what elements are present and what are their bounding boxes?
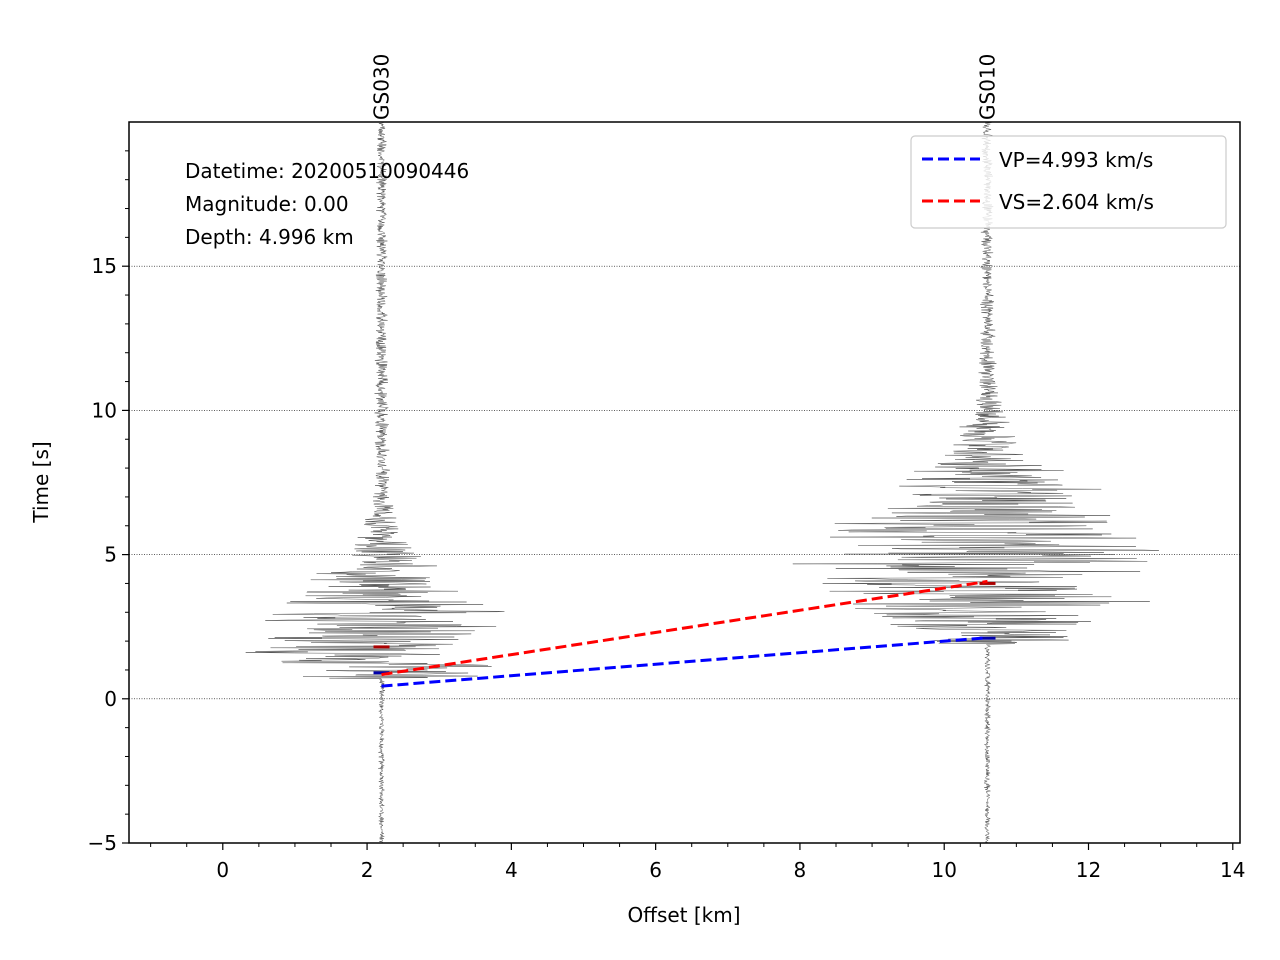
magnitude-label: Magnitude: 0.00	[185, 192, 349, 216]
seismic-trace-gs010	[792, 121, 1159, 844]
x-tick-label: 12	[1076, 858, 1101, 882]
y-tick-label: 0	[104, 687, 117, 711]
x-tick-label: 4	[505, 858, 518, 882]
vs-moveout-line	[381, 579, 988, 677]
grid-lines	[129, 265, 1240, 700]
legend-vp-label: VP=4.993 km/s	[999, 148, 1153, 172]
y-tick-label: 10	[92, 398, 117, 422]
moveout-lines	[381, 579, 988, 688]
x-axis-title: Offset [km]	[627, 903, 740, 927]
legend-box	[910, 135, 1227, 229]
station-label: GS030	[370, 54, 394, 120]
x-tick-label: 2	[361, 858, 374, 882]
y-axis: −5 0 5 10 15	[88, 150, 129, 855]
y-tick-label: 15	[92, 254, 117, 278]
x-tick-label: 6	[649, 858, 662, 882]
legend-vs-label: VS=2.604 km/s	[999, 190, 1154, 214]
station-labels: GS030 GS010	[370, 54, 1000, 120]
x-axis: 0 2 4 6 8 10 12 14	[150, 843, 1246, 882]
y-tick-label: 5	[104, 543, 117, 567]
vp-moveout-line	[381, 636, 988, 688]
station-label: GS010	[976, 54, 1000, 120]
seismic-traces	[245, 121, 1159, 844]
depth-label: Depth: 4.996 km	[185, 225, 354, 249]
x-tick-label: 14	[1220, 858, 1245, 882]
plot-frame	[128, 121, 1241, 844]
y-tick-label: −5	[88, 831, 117, 855]
event-info: Datetime: 20200510090446 Magnitude: 0.00…	[185, 159, 469, 249]
datetime-label: Datetime: 20200510090446	[185, 159, 469, 183]
legend: VP=4.993 km/s VS=2.604 km/s	[910, 135, 1227, 229]
x-tick-label: 10	[931, 858, 956, 882]
x-tick-label: 8	[794, 858, 807, 882]
y-axis-title: Time [s]	[29, 441, 53, 523]
x-tick-label: 0	[216, 858, 229, 882]
seismic-trace-gs030	[245, 121, 505, 844]
